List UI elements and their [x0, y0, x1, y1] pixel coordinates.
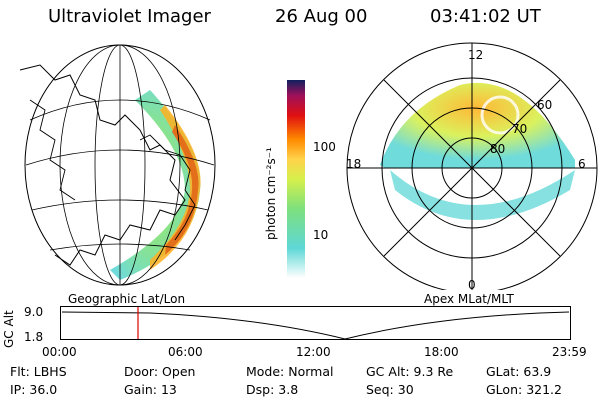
instrument-title: Ultraviolet Imager: [48, 6, 211, 27]
color-scale-bar: [287, 80, 305, 278]
time-tick-1200: 12:00: [296, 345, 331, 359]
info-mode: Mode: Normal: [246, 364, 334, 379]
colorbar-unit-label: photon cm⁻²s⁻¹: [264, 147, 278, 240]
mlat-label-80: 80: [490, 142, 506, 156]
colorbar-tick-100: 100: [313, 140, 336, 154]
aurora-core: [150, 105, 201, 270]
info-glat: GLat: 63.9: [486, 364, 552, 379]
geographic-map: [19, 44, 216, 286]
mlt-label-18: 18: [346, 157, 362, 171]
geographic-caption: Geographic Lat/Lon: [68, 292, 186, 306]
info-glon: GLon: 321.2: [486, 382, 562, 397]
time-tick-0000: 00:00: [42, 345, 77, 359]
info-door: Door: Open: [124, 364, 196, 379]
mlat-label-60: 60: [537, 98, 553, 112]
altitude-plot: [60, 306, 571, 340]
aurora-band: [110, 90, 201, 280]
time-tick-0600: 06:00: [168, 345, 203, 359]
apex-caption: Apex MLat/MLT: [424, 292, 514, 306]
alt-tick-low: 1.8: [24, 330, 44, 344]
polar-map: [346, 42, 598, 290]
info-filter: Flt: LBHS: [10, 364, 67, 379]
mlt-label-12: 12: [468, 48, 484, 62]
time-tick-2359: 23:59: [552, 345, 587, 359]
aurora-peak: [165, 125, 199, 255]
aurora-oval-dayside: [380, 82, 575, 168]
altitude-ylabel: GC Alt: [2, 310, 16, 348]
alt-tick-high: 9.0: [24, 305, 44, 319]
aurora-oval-nightside: [390, 170, 575, 220]
date-label: 26 Aug 00: [275, 6, 368, 27]
mlat-label-70: 70: [512, 122, 528, 136]
info-gc-alt: GC Alt: 9.3 Re: [366, 364, 454, 379]
coastline: [19, 64, 186, 266]
time-label: 03:41:02 UT: [430, 6, 541, 27]
altitude-plot-frame: [60, 306, 571, 340]
info-seq: Seq: 30: [366, 382, 414, 397]
colorbar-tick-10: 10: [313, 228, 329, 242]
info-ip: IP: 36.0: [10, 382, 58, 397]
info-gain: Gain: 13: [124, 382, 177, 397]
mlt-label-6: 6: [578, 157, 586, 171]
altitude-curve: [61, 311, 570, 340]
time-tick-1800: 18:00: [424, 345, 459, 359]
mlt-label-0: 0: [468, 278, 476, 292]
info-dsp: Dsp: 3.8: [246, 382, 299, 397]
